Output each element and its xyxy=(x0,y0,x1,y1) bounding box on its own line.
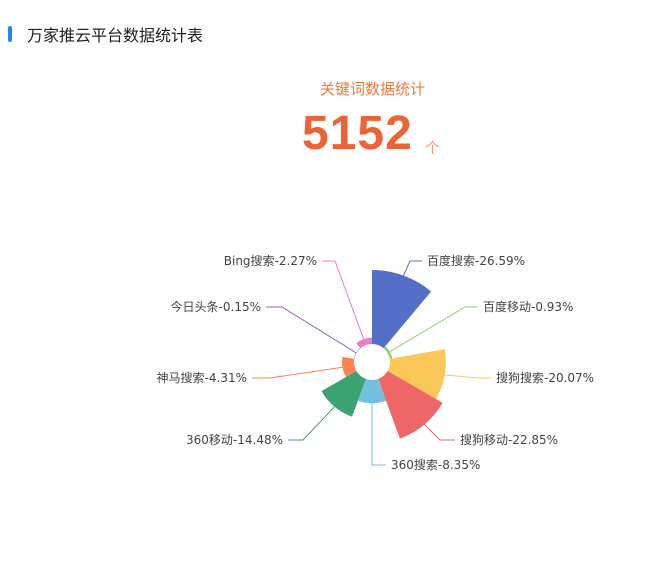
summary-value: 5152 xyxy=(302,107,413,160)
leader-line xyxy=(424,424,455,441)
rose-segment[interactable] xyxy=(387,349,446,399)
slice-label: 搜狗搜索-20.07% xyxy=(496,370,594,385)
leader-line xyxy=(444,374,491,379)
rose-segment[interactable] xyxy=(372,270,432,349)
rose-segment[interactable] xyxy=(357,378,387,404)
rose-segment[interactable] xyxy=(321,371,366,417)
leader-line xyxy=(403,260,422,276)
title-accent-bar xyxy=(8,26,12,42)
slice-label: 百度移动-0.93% xyxy=(483,299,573,314)
rose-segment[interactable] xyxy=(383,346,393,359)
slice-label: 百度搜索-26.59% xyxy=(427,253,525,268)
slice-label: 今日头条-0.15% xyxy=(171,299,261,314)
summary-unit: 个 xyxy=(425,139,441,157)
rose-segment[interactable] xyxy=(342,356,357,377)
leader-line xyxy=(252,366,343,379)
leader-line xyxy=(389,306,478,353)
slice-label: 神马搜索-4.31% xyxy=(157,370,247,385)
rose-segment[interactable] xyxy=(353,347,361,359)
slice-label: 搜狗移动-22.85% xyxy=(460,432,558,447)
leader-line xyxy=(288,406,335,441)
slice-label: 360搜索-8.35% xyxy=(391,457,480,472)
rose-segment[interactable] xyxy=(378,371,443,439)
rose-segment[interactable] xyxy=(356,337,372,349)
leader-line xyxy=(322,260,365,340)
leader-line xyxy=(266,306,357,354)
slice-label: Bing搜索-2.27% xyxy=(224,253,317,268)
page-title: 万家推云平台数据统计表 xyxy=(27,26,204,45)
summary-label: 关键词数据统计 xyxy=(319,80,425,98)
slice-label: 360移动-14.48% xyxy=(186,433,283,447)
leader-line xyxy=(371,403,386,466)
header: 万家推云平台数据统计表 xyxy=(8,22,203,46)
